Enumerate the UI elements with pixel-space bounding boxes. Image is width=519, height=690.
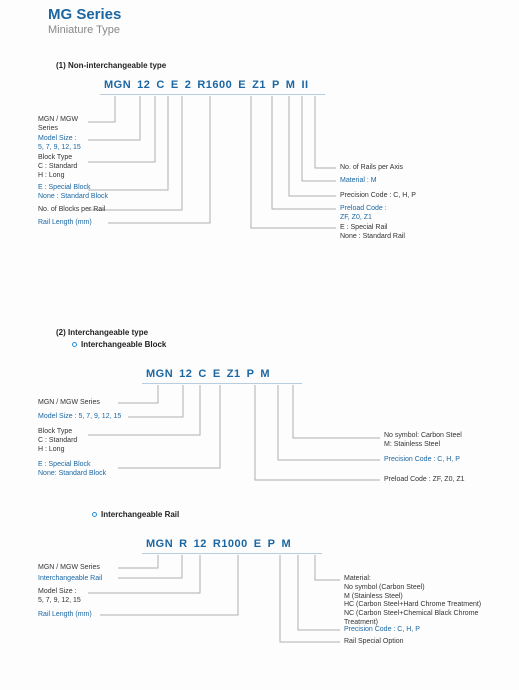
r-left-2: Model Size :5, 7, 9, 12, 15 bbox=[38, 588, 81, 606]
r-left-1: Interchangeable Rail bbox=[38, 575, 102, 584]
s1-right-2: Precision Code : C, H, P bbox=[340, 192, 416, 201]
s1-left-0: MGN / MGWSeries bbox=[38, 116, 78, 134]
r-right-0: Material: No symbol (Carbon Steel) M (St… bbox=[344, 575, 481, 628]
b-left-2: Block TypeC : StandardH : Long bbox=[38, 428, 77, 454]
s1-left-4: No. of Blocks per Rail bbox=[38, 206, 105, 215]
block-subtitle: Interchangeable Block bbox=[72, 340, 166, 349]
s1-right-1: Material : M bbox=[340, 177, 377, 186]
s1-right-4: E : Special RailNone : Standard Rail bbox=[340, 224, 405, 242]
r-left-0: MGN / MGW Series bbox=[38, 564, 100, 573]
b-right-0: No symbol: Carbon SteelM: Stainless Stee… bbox=[384, 432, 462, 450]
b-left-1: Model Size : 5, 7, 9, 12, 15 bbox=[38, 413, 121, 422]
rail-subtitle: Interchangeable Rail bbox=[92, 510, 179, 519]
b-left-3: E : Special BlockNone: Standard Block bbox=[38, 461, 106, 479]
b-right-1: Precision Code : C, H, P bbox=[384, 456, 460, 465]
s1-right-3: Preload Code :ZF, Z0, Z1 bbox=[340, 205, 387, 223]
b-right-2: Preload Code : ZF, Z0, Z1 bbox=[384, 476, 465, 485]
s1-right-0: No. of Rails per Axis bbox=[340, 164, 403, 173]
bullet-icon bbox=[72, 342, 77, 347]
r-right-1: Precision Code : C, H, P bbox=[344, 626, 420, 635]
s1-left-3: E : Special BlockNone : Standard Block bbox=[38, 184, 108, 202]
section2-title: (2) Interchangeable type bbox=[56, 328, 148, 337]
s1-left-1: Model Size :5, 7, 9, 12, 15 bbox=[38, 135, 81, 153]
s1-left-2: Block TypeC : StandardH : Long bbox=[38, 154, 77, 180]
s1-left-5: Rail Length (mm) bbox=[38, 219, 92, 228]
b-left-0: MGN / MGW Series bbox=[38, 399, 100, 408]
r-right-2: Rail Special Option bbox=[344, 638, 404, 647]
bullet-icon-2 bbox=[92, 512, 97, 517]
r-left-3: Rail Length (mm) bbox=[38, 611, 92, 620]
